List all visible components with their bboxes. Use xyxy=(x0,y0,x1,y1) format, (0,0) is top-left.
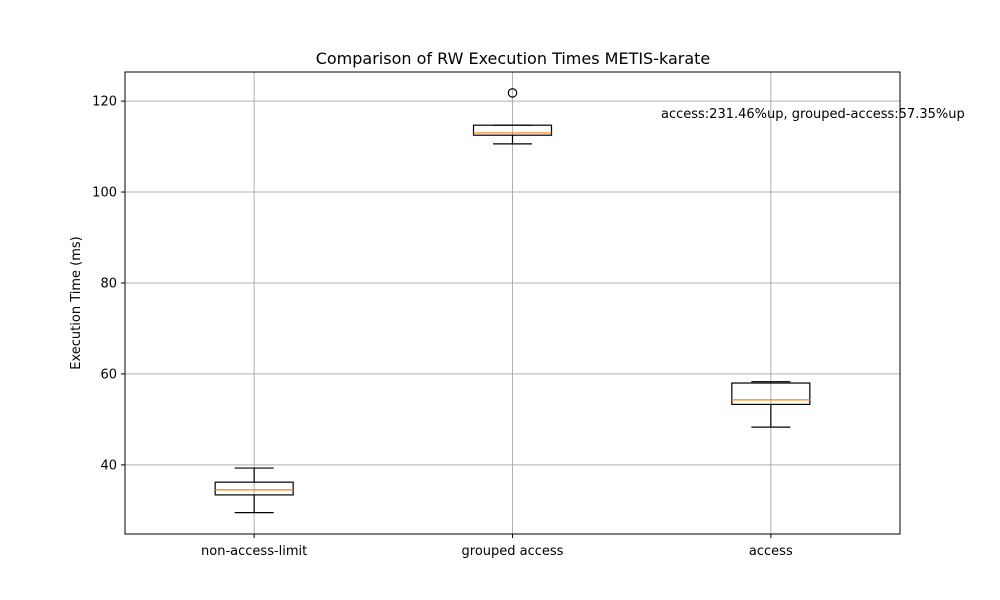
y-axis-label: Execution Time (ms) xyxy=(69,236,84,369)
iqr-box xyxy=(214,481,294,496)
y-tick-label: 60 xyxy=(100,367,117,382)
x-ticks: non-access-limit grouped access access xyxy=(201,534,793,559)
y-tick-label: 80 xyxy=(100,276,117,291)
outlier-point xyxy=(507,88,518,98)
iqr-box xyxy=(472,124,553,136)
box-0 xyxy=(214,467,294,514)
x-tick-label: access xyxy=(749,544,793,559)
y-tick-label: 100 xyxy=(92,186,117,201)
x-tick-label: grouped access xyxy=(462,544,564,559)
annotation-text: access:231.46%up, grouped-access:57.35%u… xyxy=(661,107,965,122)
iqr-box xyxy=(731,382,811,406)
box-2 xyxy=(731,381,811,428)
y-tick-label: 40 xyxy=(100,458,117,473)
x-tick-label: non-access-limit xyxy=(201,544,307,559)
y-tick-label: 120 xyxy=(92,95,117,110)
chart-title: Comparison of RW Execution Times METIS-k… xyxy=(316,49,711,68)
y-ticks: 40 60 80 100 120 xyxy=(92,95,125,473)
grid xyxy=(125,72,900,534)
boxes xyxy=(214,88,811,514)
box-1 xyxy=(472,88,553,145)
